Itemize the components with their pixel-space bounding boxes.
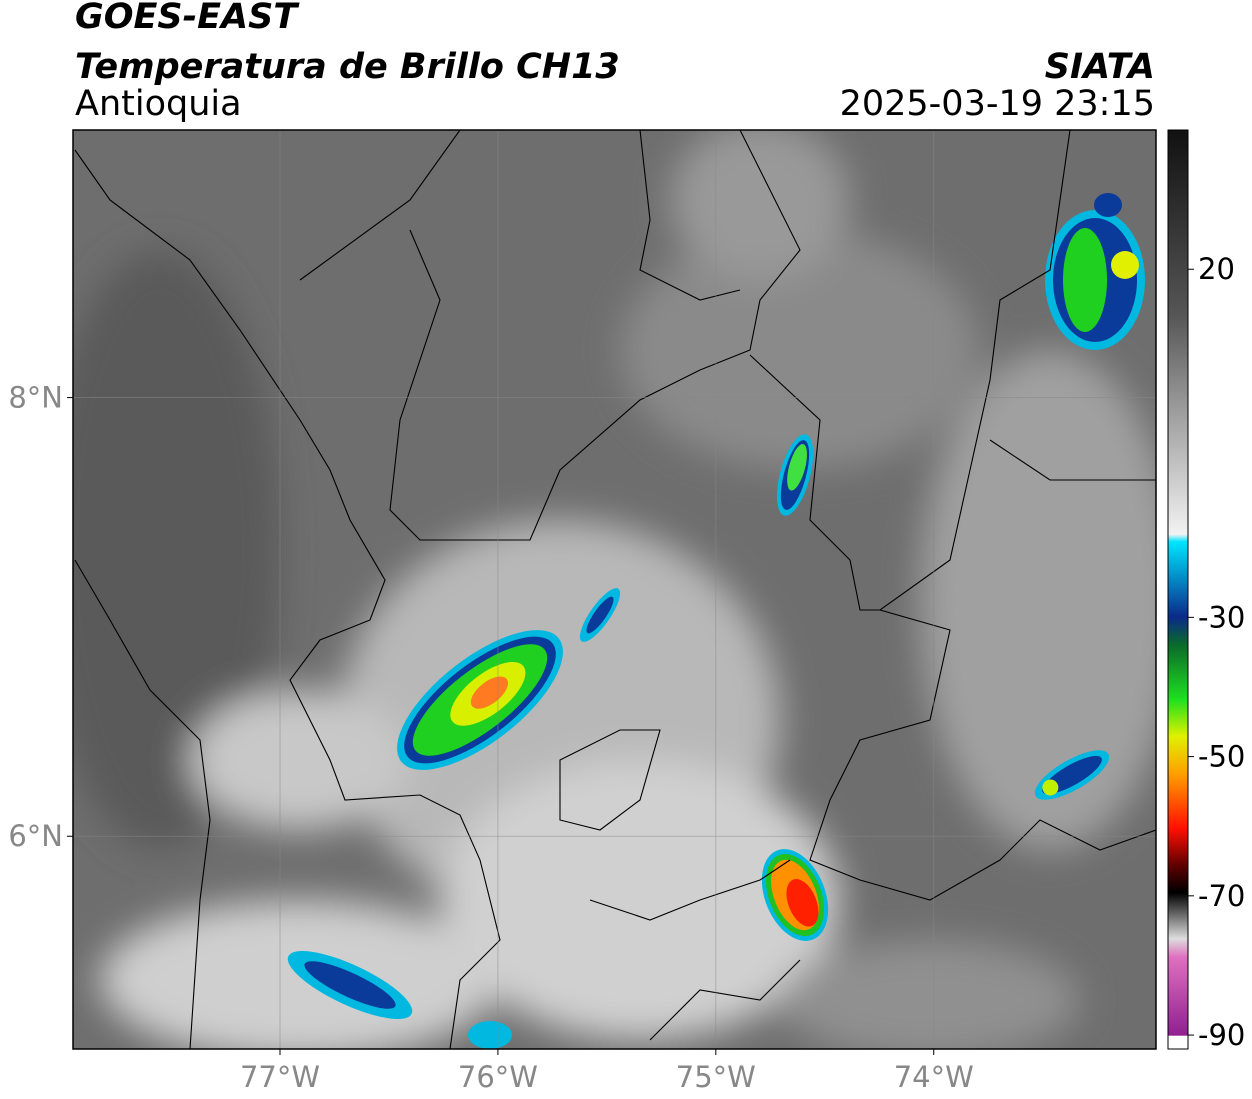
colorbar-tick-label: -50 [1198,740,1245,774]
satellite: GOES-EAST [75,0,300,37]
graticule [73,130,1156,1049]
colorbar-tick-label: -70 [1198,879,1245,913]
x-tick-label: 77°W [240,1060,320,1094]
colorbar-tick-label: -30 [1198,600,1245,634]
product: Temperatura de Brillo CH13 [75,47,620,87]
x-tick-label: 74°W [894,1060,974,1094]
map-frame [72,129,1157,1050]
map-area [73,130,1156,1049]
x-tick-label: 76°W [458,1060,538,1094]
x-tick-label: 75°W [676,1060,756,1094]
colorbar-tick-label: -90 [1198,1018,1245,1052]
boundaries [74,130,1156,1049]
y-tick-label: 6°N [8,819,63,853]
datetime: 2025-03-19 23:15 [840,84,1155,124]
region: Antioquia [75,84,242,124]
agency: SIATA [1045,47,1155,87]
storm-cells [287,193,1145,1049]
y-tick-label: 8°N [8,381,63,415]
colorbar-tick-label: 20 [1198,252,1235,286]
colorbar [1167,129,1189,1050]
